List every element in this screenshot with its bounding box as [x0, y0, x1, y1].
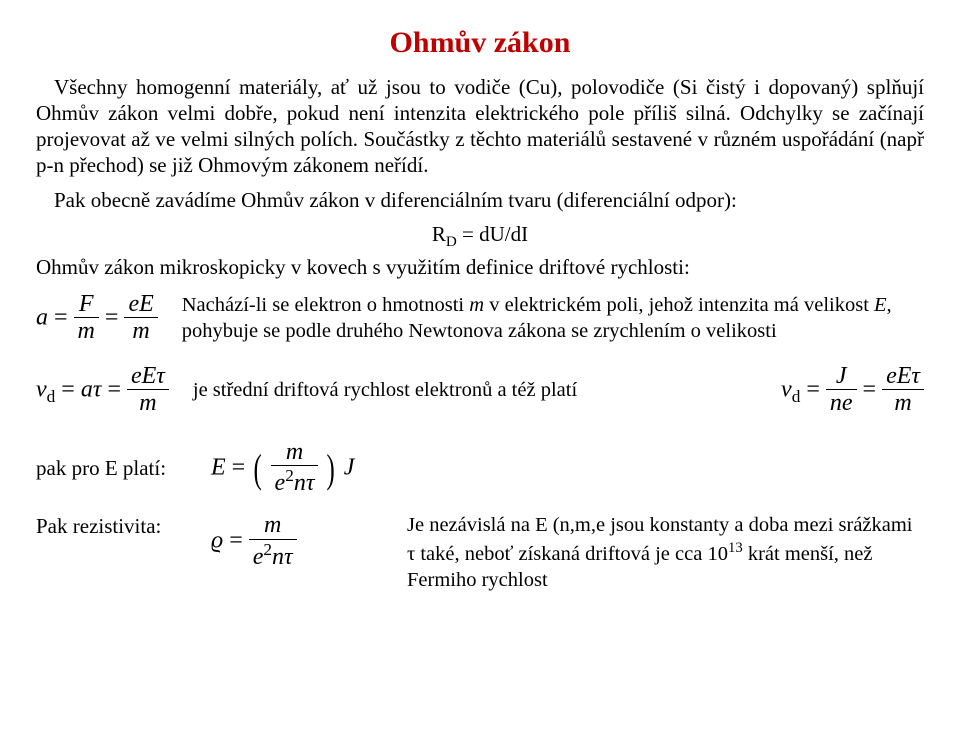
sym-atau: aτ	[81, 376, 102, 402]
sym-rho: ϱ	[211, 528, 223, 554]
eq-vd-left: vd = aτ = eEτ m	[36, 364, 193, 418]
den-rho-e: e	[253, 544, 264, 570]
paragraph-3: Ohmův zákon mikroskopicky v kovech s vyu…	[36, 254, 924, 280]
desc-a-2: v elektrickém poli, jehož intenzita má v…	[484, 294, 874, 316]
sym-d-2: d	[792, 387, 801, 406]
eq-vd-right: vd = J ne = eEτ m	[767, 364, 924, 418]
num-F: F	[74, 292, 99, 318]
den-rho: e2nτ	[249, 540, 297, 572]
eq-sign-6: =	[863, 376, 883, 402]
eq-rho: ϱ = m e2nτ	[211, 513, 391, 571]
eq-sign-4: =	[107, 376, 127, 402]
den-E-sup: 2	[285, 466, 294, 485]
eq-sign-5: =	[806, 376, 826, 402]
sym-v-1: v	[36, 376, 47, 402]
desc-a-E: E	[874, 294, 887, 316]
desc-vd: je střední driftová rychlost elektronů a…	[193, 364, 924, 418]
den-E-e: e	[275, 470, 286, 496]
den-m-1: m	[74, 318, 99, 346]
note-rho: Je nezávislá na E (n,m,e jsou konstanty …	[391, 513, 924, 593]
num-eEtau-2: eEτ	[882, 364, 924, 390]
row-drift-velocity: vd = aτ = eEτ m je střední driftová rych…	[36, 364, 924, 418]
den-E: e2nτ	[271, 466, 319, 498]
desc-a-m: m	[469, 294, 484, 316]
paragraph-1: Všechny homogenní materiály, ať už jsou …	[36, 74, 924, 179]
desc-a-1: Nachází-li se elektron o hmotnosti	[182, 294, 470, 316]
rd-sub: D	[446, 234, 457, 250]
den-m-4: m	[882, 390, 924, 418]
den-rho-ntau: nτ	[272, 544, 293, 570]
rd-rhs: = dU/dI	[457, 222, 528, 246]
row-field-E: pak pro E platí: E = ( m e2nτ ) J	[36, 440, 924, 498]
sym-a: a	[36, 305, 48, 331]
label-E: pak pro E platí:	[36, 455, 211, 481]
eq-sign-2: =	[105, 305, 125, 331]
desc-vd-text: je střední driftová rychlost elektronů a…	[193, 378, 767, 404]
eq-sign-8: =	[229, 528, 249, 554]
den-m-3: m	[127, 390, 169, 418]
num-eE: eE	[124, 292, 157, 318]
sym-d-1: d	[47, 387, 56, 406]
den-m-2: m	[124, 318, 157, 346]
label-rho: Pak rezistivita:	[36, 513, 211, 539]
paragraph-2: Pak obecně zavádíme Ohmův zákon v difere…	[36, 187, 924, 213]
row-acceleration: a = F m = eE m Nachází-li se elektron o …	[36, 292, 924, 346]
row-resistivity: Pak rezistivita: ϱ = m e2nτ Je nezávislá…	[36, 513, 924, 593]
rd-R: R	[432, 222, 446, 246]
page-title: Ohmův zákon	[36, 24, 924, 62]
sym-v-2: v	[781, 376, 792, 402]
num-eEtau-1: eEτ	[127, 364, 169, 390]
num-m-rho: m	[249, 513, 297, 539]
eq-sign-1: =	[54, 305, 74, 331]
sym-J: J	[344, 454, 355, 480]
den-ne: ne	[826, 390, 857, 418]
equation-rd: RD = dU/dI	[36, 221, 924, 252]
num-J: J	[826, 364, 857, 390]
den-rho-sup: 2	[263, 540, 272, 559]
num-m-E: m	[271, 440, 319, 466]
eq-E: E = ( m e2nτ ) J	[211, 440, 391, 498]
eq-sign-7: =	[232, 454, 252, 480]
eq-acceleration: a = F m = eE m	[36, 292, 182, 346]
note-rho-exp: 13	[728, 540, 743, 556]
den-E-ntau: nτ	[294, 470, 315, 496]
sym-E: E	[211, 454, 226, 480]
desc-acceleration: Nachází-li se elektron o hmotnosti m v e…	[182, 293, 924, 344]
eq-sign-3: =	[61, 376, 81, 402]
